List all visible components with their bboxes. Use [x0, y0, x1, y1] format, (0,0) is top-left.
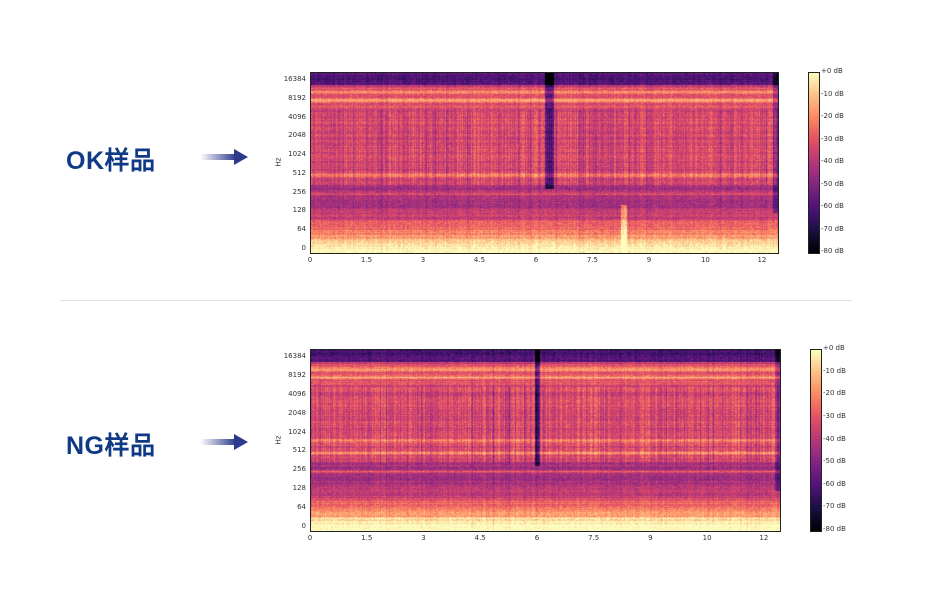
x-tick-label: 1.5: [361, 534, 373, 542]
spectrogram-axes: [310, 72, 779, 254]
colorbar-tick-label: -30 dB: [821, 134, 844, 143]
y-tick-label: 512: [292, 446, 306, 455]
y-tick-label: 64: [297, 503, 306, 512]
x-tick-label: 10: [702, 534, 712, 542]
y-tick-label: 0: [301, 522, 306, 530]
y-tick-label: 16384: [283, 352, 306, 360]
x-tick-label: 9: [648, 534, 653, 542]
x-tick-label: 10: [700, 256, 710, 264]
colorbar-tick-label: -40 dB: [821, 157, 844, 165]
colorbar-tick-label: -60 dB: [823, 479, 846, 488]
x-tick-label: 4.5: [473, 256, 486, 264]
colorbar: [808, 72, 820, 254]
colorbar-tick-label: -20 dB: [821, 112, 844, 120]
x-tick-label: 6: [534, 534, 540, 542]
y-tick-label: 4096: [288, 112, 306, 121]
x-tick-label: 3: [421, 534, 426, 542]
colorbar-tick-label: -50 dB: [821, 179, 844, 188]
y-axis-label: Hz: [274, 157, 283, 167]
y-tick-label: 128: [292, 484, 306, 493]
y-tick-label: 2048: [288, 408, 306, 417]
y-axis-label: Hz: [274, 435, 283, 444]
x-tick-label: 7.5: [586, 256, 599, 264]
colorbar-tick-label: -50 dB: [823, 457, 846, 466]
ok-sample-label: OK样品: [66, 147, 156, 175]
colorbar-tick-label: -80 dB: [821, 247, 844, 255]
colorbar-tick-label: -80 dB: [823, 525, 846, 533]
x-tick-label: 12: [757, 256, 767, 264]
colorbar: [810, 349, 822, 532]
colorbar-tick-label: +0 dB: [821, 67, 843, 75]
divider: [60, 300, 852, 301]
y-tick-label: 8192: [288, 370, 306, 379]
y-tick-label: 256: [292, 465, 306, 474]
y-tick-label: 128: [292, 206, 306, 215]
colorbar-tick-label: -10 dB: [823, 366, 846, 375]
x-tick-label: 7.5: [588, 534, 600, 542]
arrow-right-icon: [200, 149, 248, 165]
colorbar-tick-label: -60 dB: [821, 202, 844, 210]
x-tick-label: 3: [420, 256, 426, 264]
x-tick-label: 12: [759, 534, 769, 542]
y-tick-label: 64: [297, 225, 306, 234]
x-tick-label: 6: [533, 256, 539, 264]
colorbar-tick-label: +0 dB: [823, 344, 845, 352]
y-tick-label: 4096: [288, 389, 306, 398]
y-tick-label: 2048: [288, 131, 306, 140]
spectrogram-heatmap: [311, 350, 780, 531]
colorbar-tick-label: -20 dB: [823, 389, 846, 398]
colorbar-tick-label: -70 dB: [823, 502, 846, 511]
y-tick-label: 8192: [288, 93, 306, 102]
arrow-right-icon: [200, 434, 248, 450]
x-tick-label: 0: [307, 256, 313, 264]
x-tick-label: 9: [646, 256, 652, 264]
y-tick-label: 256: [292, 187, 306, 196]
y-tick-label: 0: [301, 244, 306, 252]
spectrogram-axes: [310, 349, 781, 532]
y-tick-label: 512: [292, 168, 306, 177]
colorbar-tick-label: -10 dB: [821, 89, 844, 98]
colorbar-tick-label: -40 dB: [823, 434, 846, 443]
colorbar-tick-label: -30 dB: [823, 411, 846, 420]
x-tick-label: 0: [307, 534, 313, 542]
y-tick-label: 16384: [283, 75, 306, 83]
y-tick-label: 1024: [288, 427, 306, 436]
x-tick-label: 1.5: [360, 256, 373, 264]
ng-sample-label: NG样品: [66, 432, 156, 460]
y-tick-label: 1024: [288, 150, 306, 159]
colorbar-tick-label: -70 dB: [821, 224, 844, 233]
spectrogram-heatmap: [311, 73, 778, 253]
x-tick-label: 4.5: [474, 534, 486, 542]
